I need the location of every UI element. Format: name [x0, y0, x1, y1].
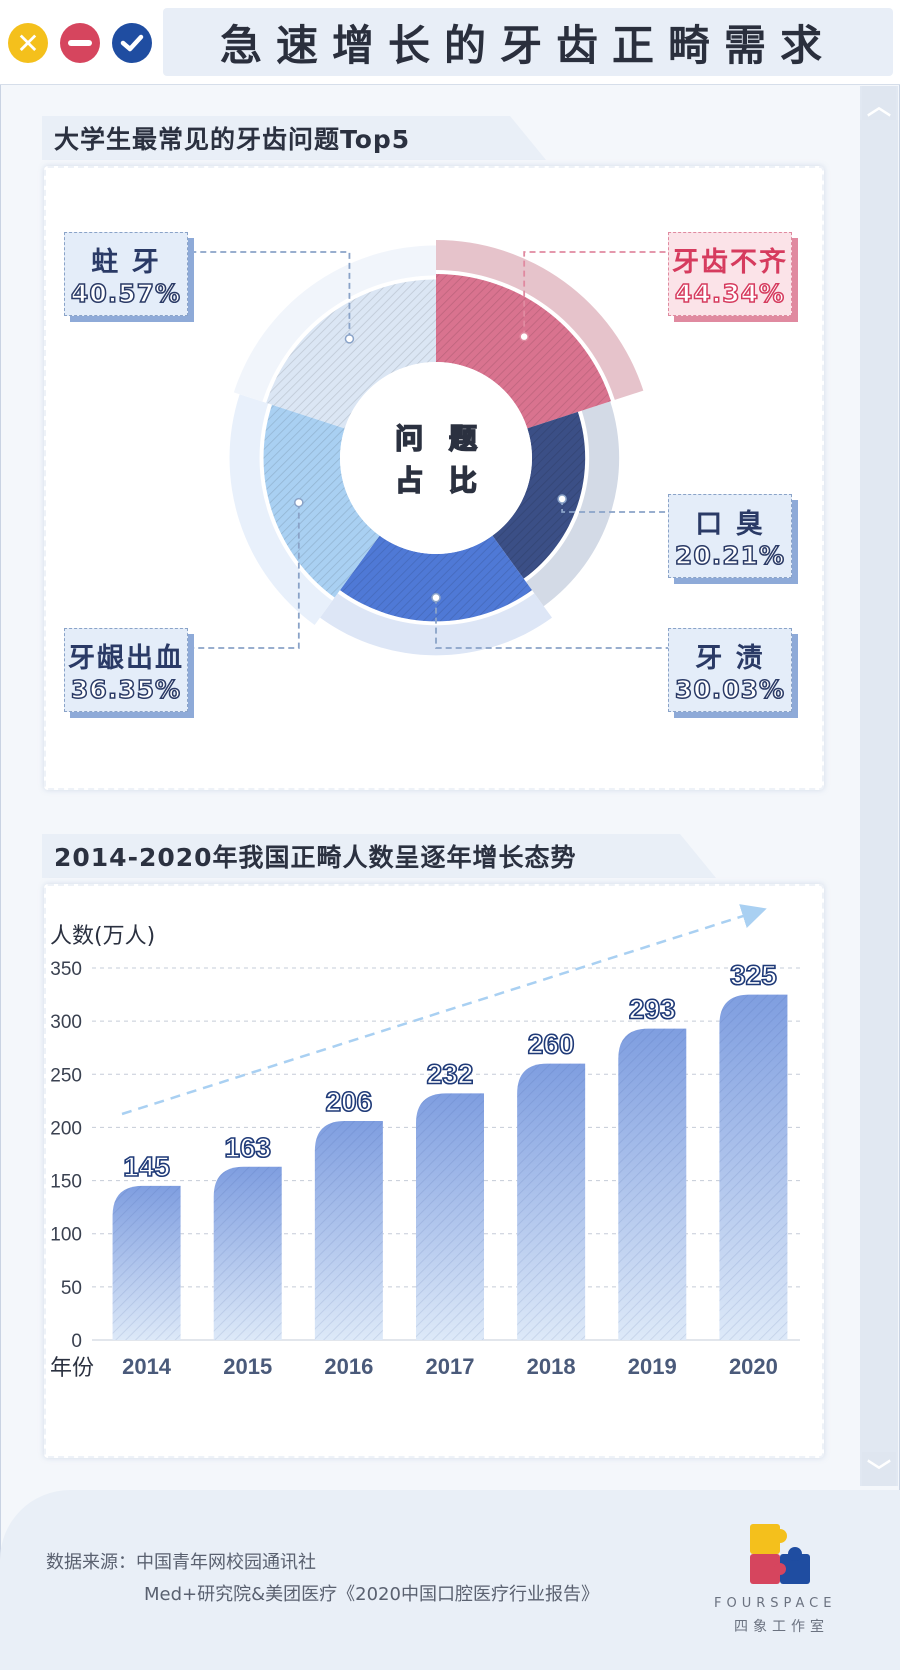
bar-hatch: [719, 994, 788, 1340]
leader-line-tooth-stains: [435, 597, 668, 649]
leader-line-misaligned-teeth: [523, 251, 668, 337]
donut-chart: [190, 240, 668, 656]
scroll-up-button[interactable]: ︿: [862, 86, 896, 120]
label-tooth-stains: 牙 渍 30.03%: [668, 628, 792, 712]
check-icon: [120, 34, 144, 52]
donut-slice-hatch-gum-bleeding: [263, 404, 380, 598]
donut-center-label: 问 题 占 比: [340, 418, 540, 502]
section2-header-fold: [680, 834, 716, 878]
donut-slice-hatch-bad-breath: [492, 411, 586, 579]
donut-slice-hatch-misaligned-teeth: [436, 274, 611, 429]
bar-chart: 0 50 100 150 200 250 300 350 145 2014 163 2015 206 2…: [50, 904, 800, 1379]
leader-dot-gum-bleeding: [294, 497, 304, 508]
leader-dot-cavities: [344, 334, 355, 344]
y-tick-label: 50: [61, 1278, 82, 1299]
y-axis-title: 人数(万人): [50, 924, 156, 949]
confirm-button[interactable]: [112, 23, 152, 63]
donut-ring-cavities: [233, 245, 436, 402]
section1-header-fold: [510, 116, 546, 160]
donut-ring-misaligned-teeth: [436, 240, 644, 400]
donut-center: [340, 362, 532, 554]
minimize-button[interactable]: [60, 23, 100, 63]
y-tick-label: 0: [71, 1331, 82, 1352]
bar-value-label: 206: [325, 1086, 372, 1117]
bar-value-label: 325: [730, 960, 777, 991]
x-tick-label: 2014: [122, 1354, 172, 1379]
scrollbar-track[interactable]: [860, 86, 898, 1486]
section1-header: 大学生最常见的牙齿问题Top5: [42, 116, 510, 160]
label-name: 牙龈出血: [68, 643, 184, 674]
label-name: 牙齿不齐: [672, 247, 788, 278]
source-line-1: 数据来源：中国青年网校园通讯社: [46, 1552, 316, 1573]
close-button[interactable]: ✕: [8, 23, 48, 63]
chevron-up-icon: ︿: [867, 91, 891, 120]
leader-dot-misaligned-teeth: [519, 331, 529, 342]
label-percent: 40.57%: [70, 278, 182, 309]
bar-value-label: 232: [427, 1058, 474, 1089]
fourspace-logo-icon: [750, 1524, 810, 1584]
minus-icon: [68, 40, 92, 46]
label-cavities: 蛀 牙 40.57%: [64, 232, 188, 316]
bar-hatch: [314, 1121, 383, 1340]
y-tick-label: 350: [50, 959, 82, 980]
label-name: 口 臭: [695, 509, 765, 540]
label-name: 蛀 牙: [91, 247, 161, 278]
donut-center-line1: 问 题: [394, 421, 485, 456]
bar-hatch: [618, 1028, 687, 1340]
bar-hatch: [416, 1093, 484, 1340]
y-tick-label: 250: [50, 1065, 82, 1086]
donut-ring-tooth-stains: [320, 593, 552, 656]
x-tick-label: 2015: [223, 1354, 272, 1379]
x-tick-label: 2020: [729, 1354, 778, 1379]
label-bad-breath: 口 臭 20.21%: [668, 494, 792, 578]
x-tick-label: 2016: [324, 1354, 373, 1379]
x-tick-label: 2018: [527, 1354, 576, 1379]
close-icon: ✕: [16, 26, 40, 60]
bar-value-label: 293: [629, 994, 676, 1025]
label-gum-bleeding: 牙龈出血 36.35%: [64, 628, 188, 712]
trend-arrow: [121, 904, 767, 1116]
bar-hatch: [517, 1063, 586, 1340]
donut-ring-bad-breath: [526, 401, 620, 607]
leader-line-gum-bleeding: [190, 502, 300, 649]
window-title: 急速增长的牙齿正畸需求: [219, 20, 836, 70]
section2-header: 2014-2020年我国正畸人数呈逐年增长态势: [42, 834, 680, 878]
y-tick-label: 300: [50, 1012, 82, 1033]
brand-english: FOURSPACE: [714, 1596, 837, 1611]
leader-dot-tooth-stains: [431, 592, 441, 603]
bar-value-label: 260: [528, 1029, 575, 1060]
leader-dot-bad-breath: [557, 494, 567, 504]
section1-title: 大学生最常见的牙齿问题Top5: [54, 125, 411, 154]
label-name: 牙 渍: [695, 643, 765, 674]
bar-value-label: 145: [123, 1151, 170, 1182]
label-percent: 20.21%: [674, 540, 786, 571]
x-tick-label: 2019: [628, 1354, 677, 1379]
donut-center-line2: 占 比: [394, 463, 485, 498]
x-axis-title: 年份: [50, 1356, 95, 1381]
window-title-box: 急速增长的牙齿正畸需求: [163, 8, 893, 76]
chevron-down-icon: ﹀: [867, 1457, 891, 1486]
leader-line-cavities: [190, 251, 351, 339]
y-tick-label: 100: [50, 1225, 82, 1246]
donut-slice-hatch-cavities: [266, 279, 436, 429]
section2-title: 2014-2020年我国正畸人数呈逐年增长态势: [54, 843, 577, 872]
scroll-down-button[interactable]: ﹀: [862, 1452, 896, 1486]
label-percent: 36.35%: [70, 674, 182, 705]
bar-hatch: [112, 1185, 181, 1340]
donut-slice-hatch-tooth-stains: [339, 535, 533, 622]
y-tick-label: 150: [50, 1172, 82, 1193]
bar-value-label: 163: [224, 1132, 271, 1163]
bar-hatch: [213, 1166, 282, 1340]
x-tick-label: 2017: [426, 1354, 475, 1379]
label-percent: 44.34%: [674, 278, 786, 309]
label-percent: 30.03%: [674, 674, 786, 705]
label-misaligned-teeth: 牙齿不齐 44.34%: [668, 232, 792, 316]
title-bar: ✕ 急速增长的牙齿正畸需求: [0, 0, 900, 85]
brand-chinese: 四象工作室: [734, 1619, 829, 1635]
y-tick-label: 200: [50, 1118, 82, 1139]
donut-ring-gum-bleeding: [229, 394, 333, 626]
source-line-2: Med+研究院&美团医疗《2020中国口腔医疗行业报告》: [144, 1584, 599, 1605]
